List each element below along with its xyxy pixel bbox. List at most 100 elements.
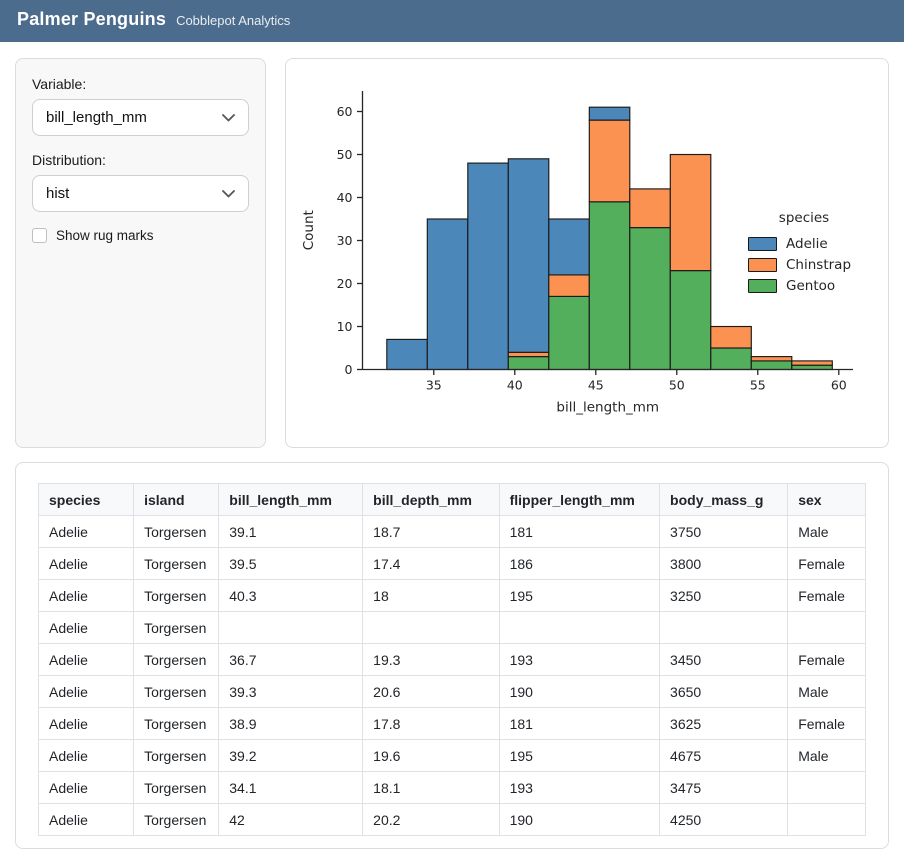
- table-row: Adelie Torgersen 39.3 20.6 190 3650 Male: [37, 675, 866, 708]
- svg-text:10: 10: [337, 319, 353, 334]
- table-cell: Torgersen: [133, 771, 220, 804]
- table-cell: 19.6: [362, 739, 500, 772]
- table-row: Adelie Torgersen 42 20.2 190 4250: [37, 803, 866, 836]
- histogram-bar-segment: [791, 360, 833, 366]
- table-cell: Torgersen: [133, 643, 220, 676]
- table-row: Adelie Torgersen: [37, 611, 866, 644]
- table-cell: Female: [787, 547, 866, 580]
- table-cell: 40.3: [218, 579, 364, 612]
- table-row: Adelie Torgersen 39.2 19.6 195 4675 Male: [37, 739, 866, 772]
- svg-text:60: 60: [831, 378, 847, 393]
- legend-item: Chinstrap: [748, 254, 860, 275]
- table-header-cell: island: [133, 483, 220, 516]
- table-cell: 186: [498, 547, 661, 580]
- histogram-bar-segment: [548, 274, 590, 297]
- table-cell: Female: [787, 707, 866, 740]
- sidebar: Variable: bill_length_mm Distribution: h…: [15, 58, 266, 448]
- chart-legend: species Adelie Chinstrap Gentoo: [748, 210, 860, 296]
- table-cell: Female: [787, 643, 866, 676]
- table-cell: 4250: [659, 803, 789, 836]
- table-cell: Adelie: [37, 611, 135, 644]
- table-cell: [787, 611, 866, 644]
- table-cell: [787, 803, 866, 836]
- table-header-cell: flipper_length_mm: [498, 483, 661, 516]
- table-cell: 195: [498, 739, 661, 772]
- table-header-cell: body_mass_g: [659, 483, 789, 516]
- table-cell: 193: [498, 643, 661, 676]
- distribution-label: Distribution:: [32, 152, 106, 168]
- table-cell: [659, 611, 789, 644]
- svg-text:55: 55: [750, 378, 766, 393]
- table-cell: 36.7: [218, 643, 364, 676]
- distribution-select-value: hist: [46, 185, 70, 202]
- table-cell: Male: [787, 515, 866, 548]
- distribution-select[interactable]: hist: [32, 175, 249, 212]
- table-header-cell: species: [37, 483, 135, 516]
- table-cell: 4675: [659, 739, 789, 772]
- histogram-bar-segment: [629, 227, 671, 371]
- histogram-plot: 0 10 20 30 40 50 60 35 40 45 50 55 60 bill_length_mm C…: [286, 59, 888, 452]
- table-cell: 20.2: [362, 803, 500, 836]
- data-table-card: species island bill_length_mm bill_depth_mm…: [15, 462, 889, 849]
- table-cell: 190: [498, 803, 661, 836]
- table-cell: 190: [498, 675, 661, 708]
- histogram-bar-segment: [507, 158, 550, 353]
- legend-item: Gentoo: [748, 275, 860, 296]
- svg-text:30: 30: [337, 233, 353, 248]
- table-cell: Torgersen: [133, 547, 220, 580]
- svg-text:0: 0: [345, 362, 353, 377]
- rug-checkbox-label: Show rug marks: [56, 228, 154, 243]
- table-cell: Adelie: [37, 547, 135, 580]
- table-cell: Torgersen: [133, 611, 220, 644]
- chart-card: 0 10 20 30 40 50 60 35 40 45 50 55 60 bill_length_mm C…: [285, 58, 889, 448]
- legend-label: Adelie: [786, 235, 828, 252]
- svg-text:50: 50: [669, 378, 685, 393]
- table-cell: 39.5: [218, 547, 364, 580]
- histogram-bar-segment: [750, 356, 793, 362]
- variable-select-value: bill_length_mm: [46, 109, 147, 126]
- table-cell: Torgersen: [133, 739, 220, 772]
- legend-label: Gentoo: [786, 277, 836, 294]
- app-title: Palmer Penguins: [17, 9, 167, 29]
- histogram-bar-segment: [710, 347, 752, 371]
- table-cell: Male: [787, 675, 866, 708]
- table-row: Adelie Torgersen 39.5 17.4 186 3800 Female: [37, 547, 866, 580]
- table-cell: 193: [498, 771, 661, 804]
- histogram-bar-segment: [710, 325, 752, 349]
- table-cell: Torgersen: [133, 515, 220, 548]
- table-cell: Torgersen: [133, 675, 220, 708]
- histogram-bar-segment: [548, 295, 590, 371]
- navbar: Palmer Penguins Cobblepot Analytics: [0, 0, 904, 42]
- svg-text:35: 35: [426, 378, 442, 393]
- legend-swatch: [748, 278, 777, 293]
- table-cell: Female: [787, 579, 866, 612]
- legend-label: Chinstrap: [786, 256, 852, 273]
- table-header-cell: sex: [787, 483, 866, 516]
- rug-checkbox[interactable]: [32, 228, 47, 243]
- table-cell: Adelie: [37, 515, 135, 548]
- histogram-bar-segment: [507, 356, 550, 371]
- table-cell: 18.1: [362, 771, 500, 804]
- svg-text:Count: Count: [301, 210, 317, 250]
- histogram-bar-segment: [750, 360, 793, 371]
- table-cell: 3625: [659, 707, 789, 740]
- legend-title: species: [778, 210, 830, 226]
- table-cell: 18.7: [362, 515, 500, 548]
- chevron-down-icon: [222, 189, 235, 197]
- table-header-row: species island bill_length_mm bill_depth_mm…: [37, 483, 866, 516]
- table-row: Adelie Torgersen 34.1 18.1 193 3475: [37, 771, 866, 804]
- svg-text:45: 45: [588, 378, 604, 393]
- table-cell: [362, 611, 500, 644]
- histogram-bar-segment: [669, 270, 712, 371]
- table-cell: 3800: [659, 547, 789, 580]
- penguins-table: species island bill_length_mm bill_depth_mm…: [37, 483, 866, 836]
- table-cell: Adelie: [37, 707, 135, 740]
- svg-text:50: 50: [337, 147, 353, 162]
- table-cell: 39.1: [218, 515, 364, 548]
- table-cell: Torgersen: [133, 707, 220, 740]
- rug-checkbox-row[interactable]: Show rug marks: [32, 228, 249, 243]
- table-cell: 38.9: [218, 707, 364, 740]
- variable-select[interactable]: bill_length_mm: [32, 99, 249, 136]
- table-cell: 17.8: [362, 707, 500, 740]
- legend-swatch: [748, 236, 777, 251]
